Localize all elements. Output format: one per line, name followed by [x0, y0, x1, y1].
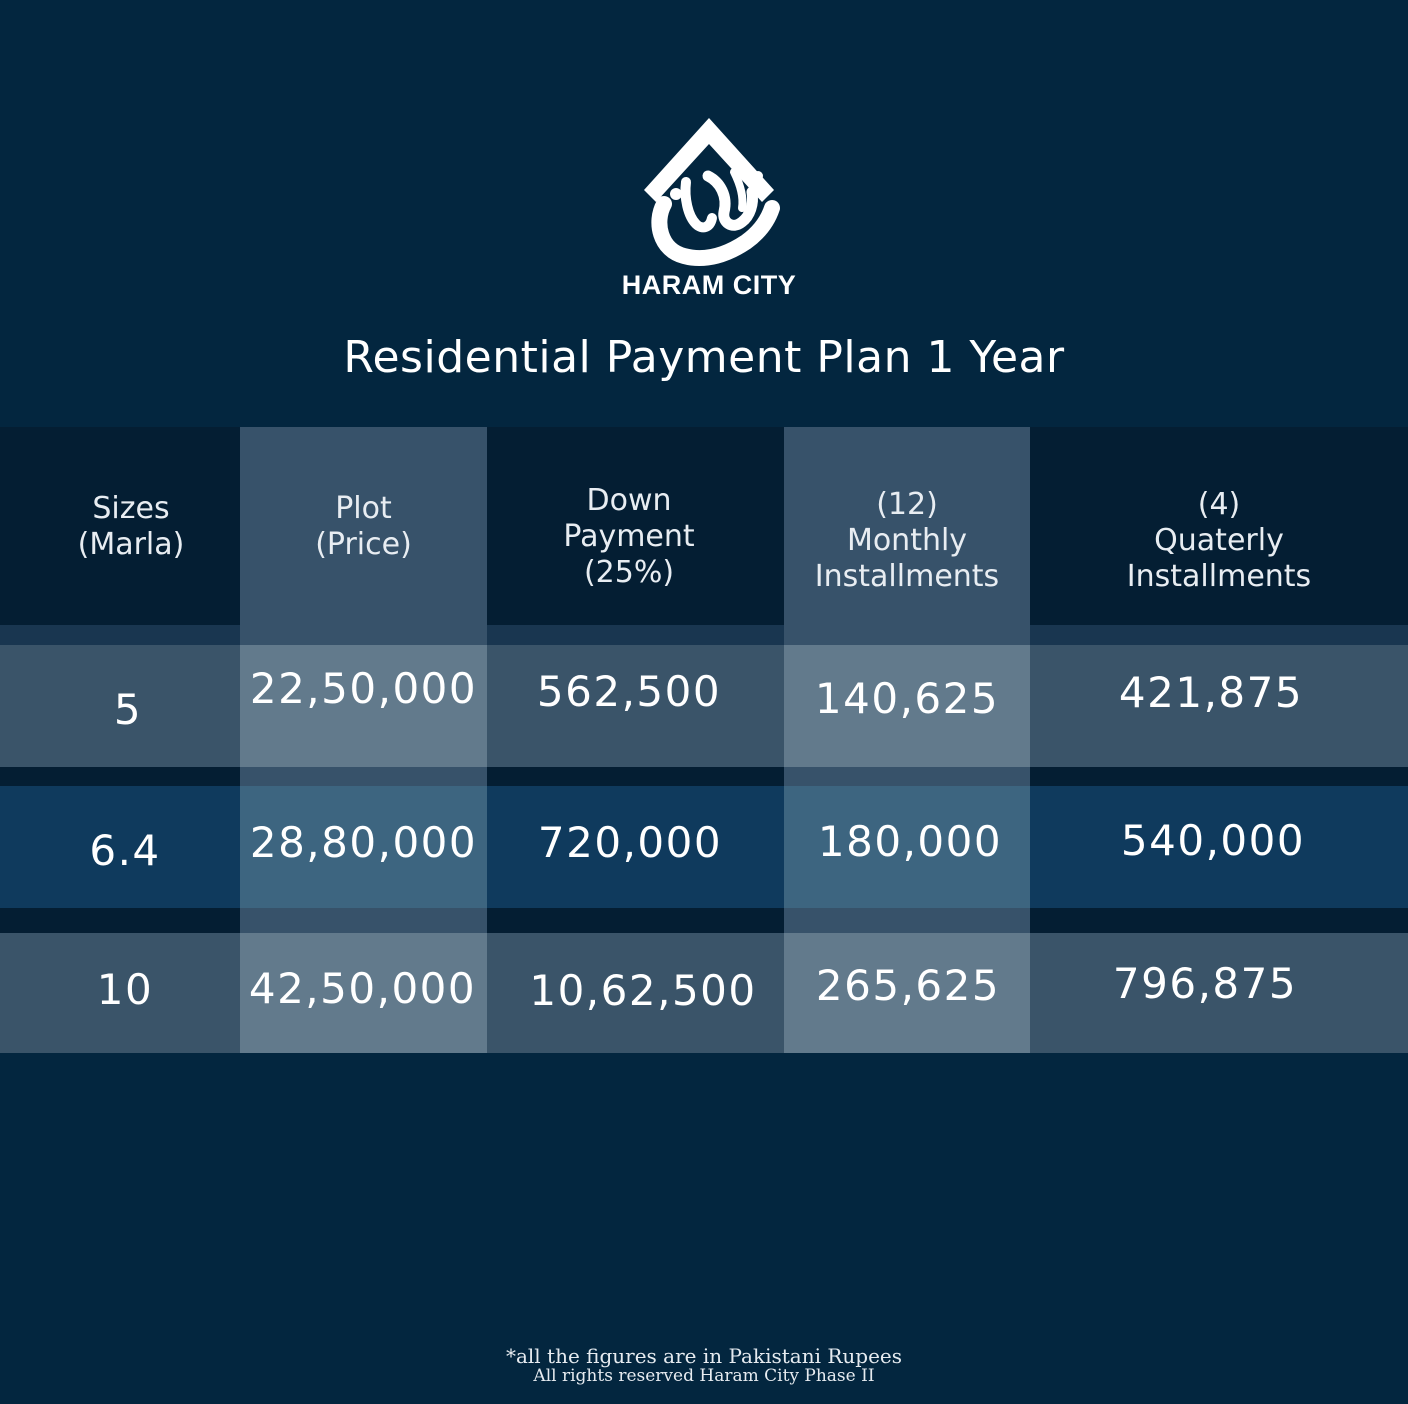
table-row: 6.4 28,80,000 720,000 180,000 540,000 — [0, 786, 1408, 908]
column-highlight — [240, 645, 487, 767]
cell-quarterly: 421,875 — [1118, 667, 1304, 717]
brand-name: HARAM CITY — [621, 270, 797, 300]
column-highlight — [240, 786, 487, 908]
separator-highlight — [784, 767, 1030, 786]
table-row: 10 42,50,000 10,62,500 265,625 796,875 — [0, 933, 1408, 1053]
separator — [0, 625, 1408, 645]
cell-quarterly: 796,875 — [1112, 958, 1298, 1008]
cell-down-payment: 562,500 — [536, 666, 722, 716]
cell-size: 10 — [96, 964, 154, 1014]
table-row: 5 22,50,000 562,500 140,625 421,875 — [0, 645, 1408, 767]
cell-plot-price: 28,80,000 — [249, 817, 478, 867]
separator-highlight — [240, 625, 487, 645]
cell-plot-price: 42,50,000 — [248, 963, 477, 1013]
header-down-payment: Down Payment (25%) — [563, 483, 695, 590]
cell-monthly: 265,625 — [815, 960, 1001, 1010]
separator-highlight — [784, 625, 1030, 645]
footer-copyright: All rights reserved Haram City Phase II — [533, 1366, 875, 1386]
brand-logo: HARAM CITY — [604, 112, 814, 302]
column-highlight — [784, 786, 1030, 908]
separator-highlight — [240, 767, 487, 786]
header-highlight-plot — [240, 427, 487, 625]
column-highlight — [784, 645, 1030, 767]
column-highlight — [784, 933, 1030, 1053]
header-sizes: Sizes (Marla) — [77, 491, 185, 562]
table-header: Sizes (Marla) Plot (Price) Down Payment (25%… — [0, 427, 1408, 625]
separator-highlight — [784, 908, 1030, 933]
cell-quarterly: 540,000 — [1120, 815, 1306, 865]
header-highlight-monthly — [784, 427, 1030, 625]
cell-down-payment: 720,000 — [537, 817, 723, 867]
header-quarterly-installments: (4) Quaterly Installments — [1126, 487, 1312, 594]
cell-monthly: 180,000 — [817, 816, 1003, 866]
cell-size: 6.4 — [89, 825, 161, 875]
page-title: Residential Payment Plan 1 Year — [343, 332, 1065, 383]
footer-currency-note: *all the figures are in Pakistani Rupees — [505, 1344, 903, 1368]
cell-plot-price: 22,50,000 — [249, 663, 478, 713]
separator — [0, 908, 1408, 933]
header-plot-price: Plot (Price) — [315, 491, 412, 562]
header-monthly-installments: (12) Monthly Installments — [814, 487, 1000, 594]
separator — [0, 767, 1408, 786]
separator-highlight — [240, 908, 487, 933]
cell-down-payment: 10,62,500 — [529, 965, 757, 1015]
column-highlight — [240, 933, 487, 1053]
haram-city-emblem-icon — [644, 118, 780, 267]
cell-monthly: 140,625 — [814, 673, 1000, 723]
cell-size: 5 — [113, 684, 143, 734]
